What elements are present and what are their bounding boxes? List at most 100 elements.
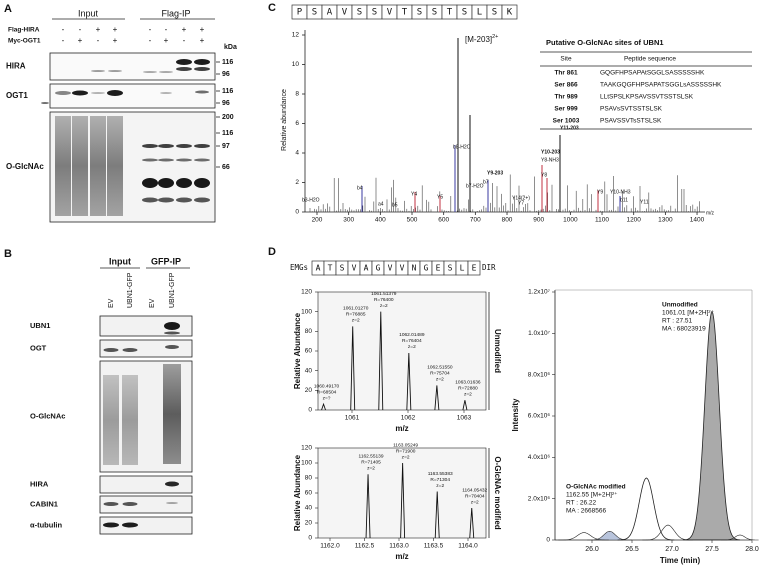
peak-label: 1162.55139 bbox=[359, 454, 384, 460]
peak-label: b3-H2O bbox=[302, 197, 320, 203]
x-tick-label: 1300 bbox=[658, 217, 673, 224]
panel-letter: A bbox=[4, 3, 12, 15]
peak-area bbox=[683, 310, 740, 541]
y-tick-label: 12 bbox=[292, 32, 300, 39]
peak-label: b11 bbox=[620, 197, 628, 203]
marker: 96 bbox=[222, 100, 230, 107]
peak-label: Y10-NH3 bbox=[610, 189, 631, 195]
residue: T bbox=[328, 264, 333, 273]
y-tick-label: 0 bbox=[308, 535, 312, 542]
sign: + bbox=[164, 36, 169, 45]
y-tick-label: 0 bbox=[295, 209, 299, 216]
peak-label: a4 bbox=[378, 201, 384, 207]
y-tick-label: 80 bbox=[305, 328, 313, 335]
band bbox=[103, 522, 119, 528]
y-tick-label: 1.2x10⁷ bbox=[528, 289, 551, 296]
band bbox=[158, 158, 174, 162]
y-tick-label: 4 bbox=[295, 150, 299, 157]
band bbox=[195, 90, 209, 94]
blot-label: HIRA bbox=[6, 62, 26, 71]
row-label: Myc-OGT1 bbox=[8, 38, 41, 45]
x-tick-label: 900 bbox=[533, 217, 544, 224]
residue: A bbox=[316, 264, 321, 273]
band bbox=[158, 144, 174, 148]
band bbox=[142, 178, 158, 188]
peak-label: z=2 bbox=[464, 391, 472, 397]
peak-label: 1062.51550 bbox=[427, 365, 453, 371]
x-tick-label: 300 bbox=[343, 217, 354, 224]
residue: S bbox=[312, 8, 317, 18]
blot-label: OGT bbox=[30, 343, 47, 352]
x-tick-label: 200 bbox=[312, 217, 323, 224]
plot-area bbox=[317, 291, 487, 411]
band bbox=[164, 322, 180, 330]
peak-label: Y11 bbox=[640, 199, 649, 205]
y-tick-label: 40 bbox=[305, 505, 313, 512]
y-tick-label: 20 bbox=[305, 387, 313, 394]
site: Thr 861 bbox=[554, 70, 578, 77]
marker: 116 bbox=[222, 130, 233, 137]
panel-letter: B bbox=[4, 248, 12, 260]
x-tick-label: 1100 bbox=[595, 217, 609, 224]
y-tick-label: 120 bbox=[301, 445, 312, 452]
sign: - bbox=[62, 25, 65, 34]
residue: V bbox=[352, 264, 357, 273]
peak-label: 1163.55383 bbox=[428, 471, 453, 477]
y-tick-label: 10 bbox=[292, 61, 300, 68]
residue: S bbox=[462, 8, 467, 18]
peptide: TAAKGQGFHPSAPATSGGLsASSSSSHK bbox=[600, 82, 722, 89]
band bbox=[194, 158, 210, 162]
band bbox=[122, 348, 138, 352]
table-header: Site bbox=[560, 56, 572, 63]
band bbox=[158, 178, 174, 188]
peak-label: b8-H2O bbox=[453, 144, 471, 150]
residue: L bbox=[477, 8, 482, 18]
axis-label: Relative abundance bbox=[281, 89, 288, 151]
sign: + bbox=[113, 36, 118, 45]
peak-label: b7 bbox=[483, 179, 489, 185]
peak-label: R=70404 bbox=[465, 493, 485, 499]
row-label: Flag-HIRA bbox=[8, 27, 40, 34]
peak-label: Y7 bbox=[518, 200, 524, 206]
sign: + bbox=[182, 25, 187, 34]
axis-label: Relative Abundance bbox=[293, 312, 302, 389]
x-tick-label: 1163.0 bbox=[389, 543, 409, 550]
lane-label: EV bbox=[108, 298, 115, 308]
peak-label: 1062.01489 bbox=[399, 332, 425, 338]
table-title: Putative O-GlcNAc sites of UBN1 bbox=[546, 38, 664, 47]
x-tick-label: 26.5 bbox=[625, 546, 639, 553]
marker: 97 bbox=[222, 143, 230, 150]
sequence-suffix: DIR bbox=[482, 263, 496, 272]
band bbox=[159, 71, 173, 73]
band bbox=[142, 144, 158, 148]
smear bbox=[107, 116, 123, 216]
peak bbox=[350, 326, 356, 411]
band bbox=[165, 481, 179, 487]
band bbox=[176, 197, 192, 203]
x-tick-label: 600 bbox=[438, 217, 449, 224]
y-tick-label: 8 bbox=[295, 91, 299, 98]
residue: E bbox=[436, 264, 441, 273]
blot bbox=[99, 495, 193, 514]
sign: - bbox=[183, 36, 186, 45]
x-tick-label: 1162.5 bbox=[355, 543, 375, 550]
residue-box bbox=[501, 4, 518, 20]
trace bbox=[642, 524, 693, 541]
peak-label: R=71405 bbox=[361, 460, 381, 466]
band bbox=[91, 70, 105, 72]
peptide: LLtSPSLKPSAVSSVTSSTSLSK bbox=[600, 94, 694, 101]
peak-label: R=76400 bbox=[374, 297, 394, 303]
band bbox=[194, 59, 210, 65]
peak-label: z=? bbox=[323, 395, 331, 401]
peak bbox=[406, 352, 412, 411]
marker: 116 bbox=[222, 88, 233, 95]
peptide: PSAVSSVTsSTSLSK bbox=[600, 118, 662, 125]
y-tick-label: 6 bbox=[295, 120, 299, 127]
axis-label: Time (min) bbox=[660, 556, 701, 565]
y-tick-label: 60 bbox=[305, 490, 313, 497]
band bbox=[194, 197, 210, 203]
y-tick-label: 0 bbox=[308, 407, 312, 414]
blot-label: OGT1 bbox=[6, 91, 28, 100]
lane-label: UBN1-GFP bbox=[127, 272, 134, 308]
